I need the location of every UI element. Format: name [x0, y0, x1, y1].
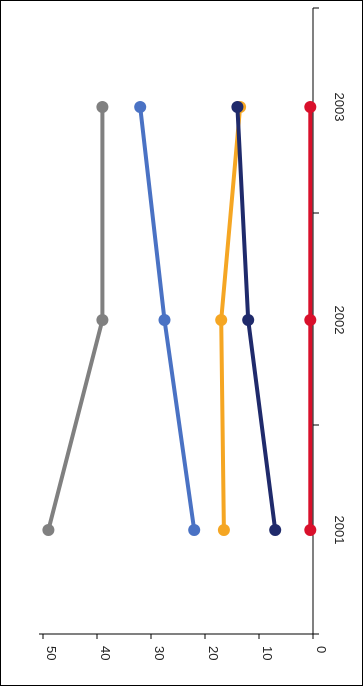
data-point	[159, 314, 171, 326]
data-point	[269, 524, 281, 536]
series-layer	[42, 101, 316, 536]
data-point	[188, 524, 200, 536]
category-tick-label: 2003	[332, 93, 347, 122]
series-4	[231, 101, 281, 536]
data-point	[215, 314, 227, 326]
axes	[39, 8, 319, 639]
series-1	[42, 101, 108, 536]
data-point	[96, 101, 108, 113]
value-tick-label: 50	[44, 646, 59, 660]
data-point	[96, 314, 108, 326]
value-tick-label: 0	[314, 646, 329, 653]
data-point	[304, 524, 316, 536]
value-tick-label: 20	[206, 646, 221, 660]
value-tick-label: 30	[152, 646, 167, 660]
series-line	[48, 107, 102, 530]
value-tick-label: 10	[260, 646, 275, 660]
category-tick-label: 2001	[332, 516, 347, 545]
data-point	[242, 314, 254, 326]
series-5	[304, 101, 316, 536]
data-point	[42, 524, 54, 536]
category-tick-label: 2002	[332, 306, 347, 335]
series-2	[134, 101, 200, 536]
data-point	[304, 314, 316, 326]
data-point	[231, 101, 243, 113]
data-point	[218, 524, 230, 536]
value-tick-label: 40	[98, 646, 113, 660]
data-point	[304, 101, 316, 113]
data-point	[134, 101, 146, 113]
